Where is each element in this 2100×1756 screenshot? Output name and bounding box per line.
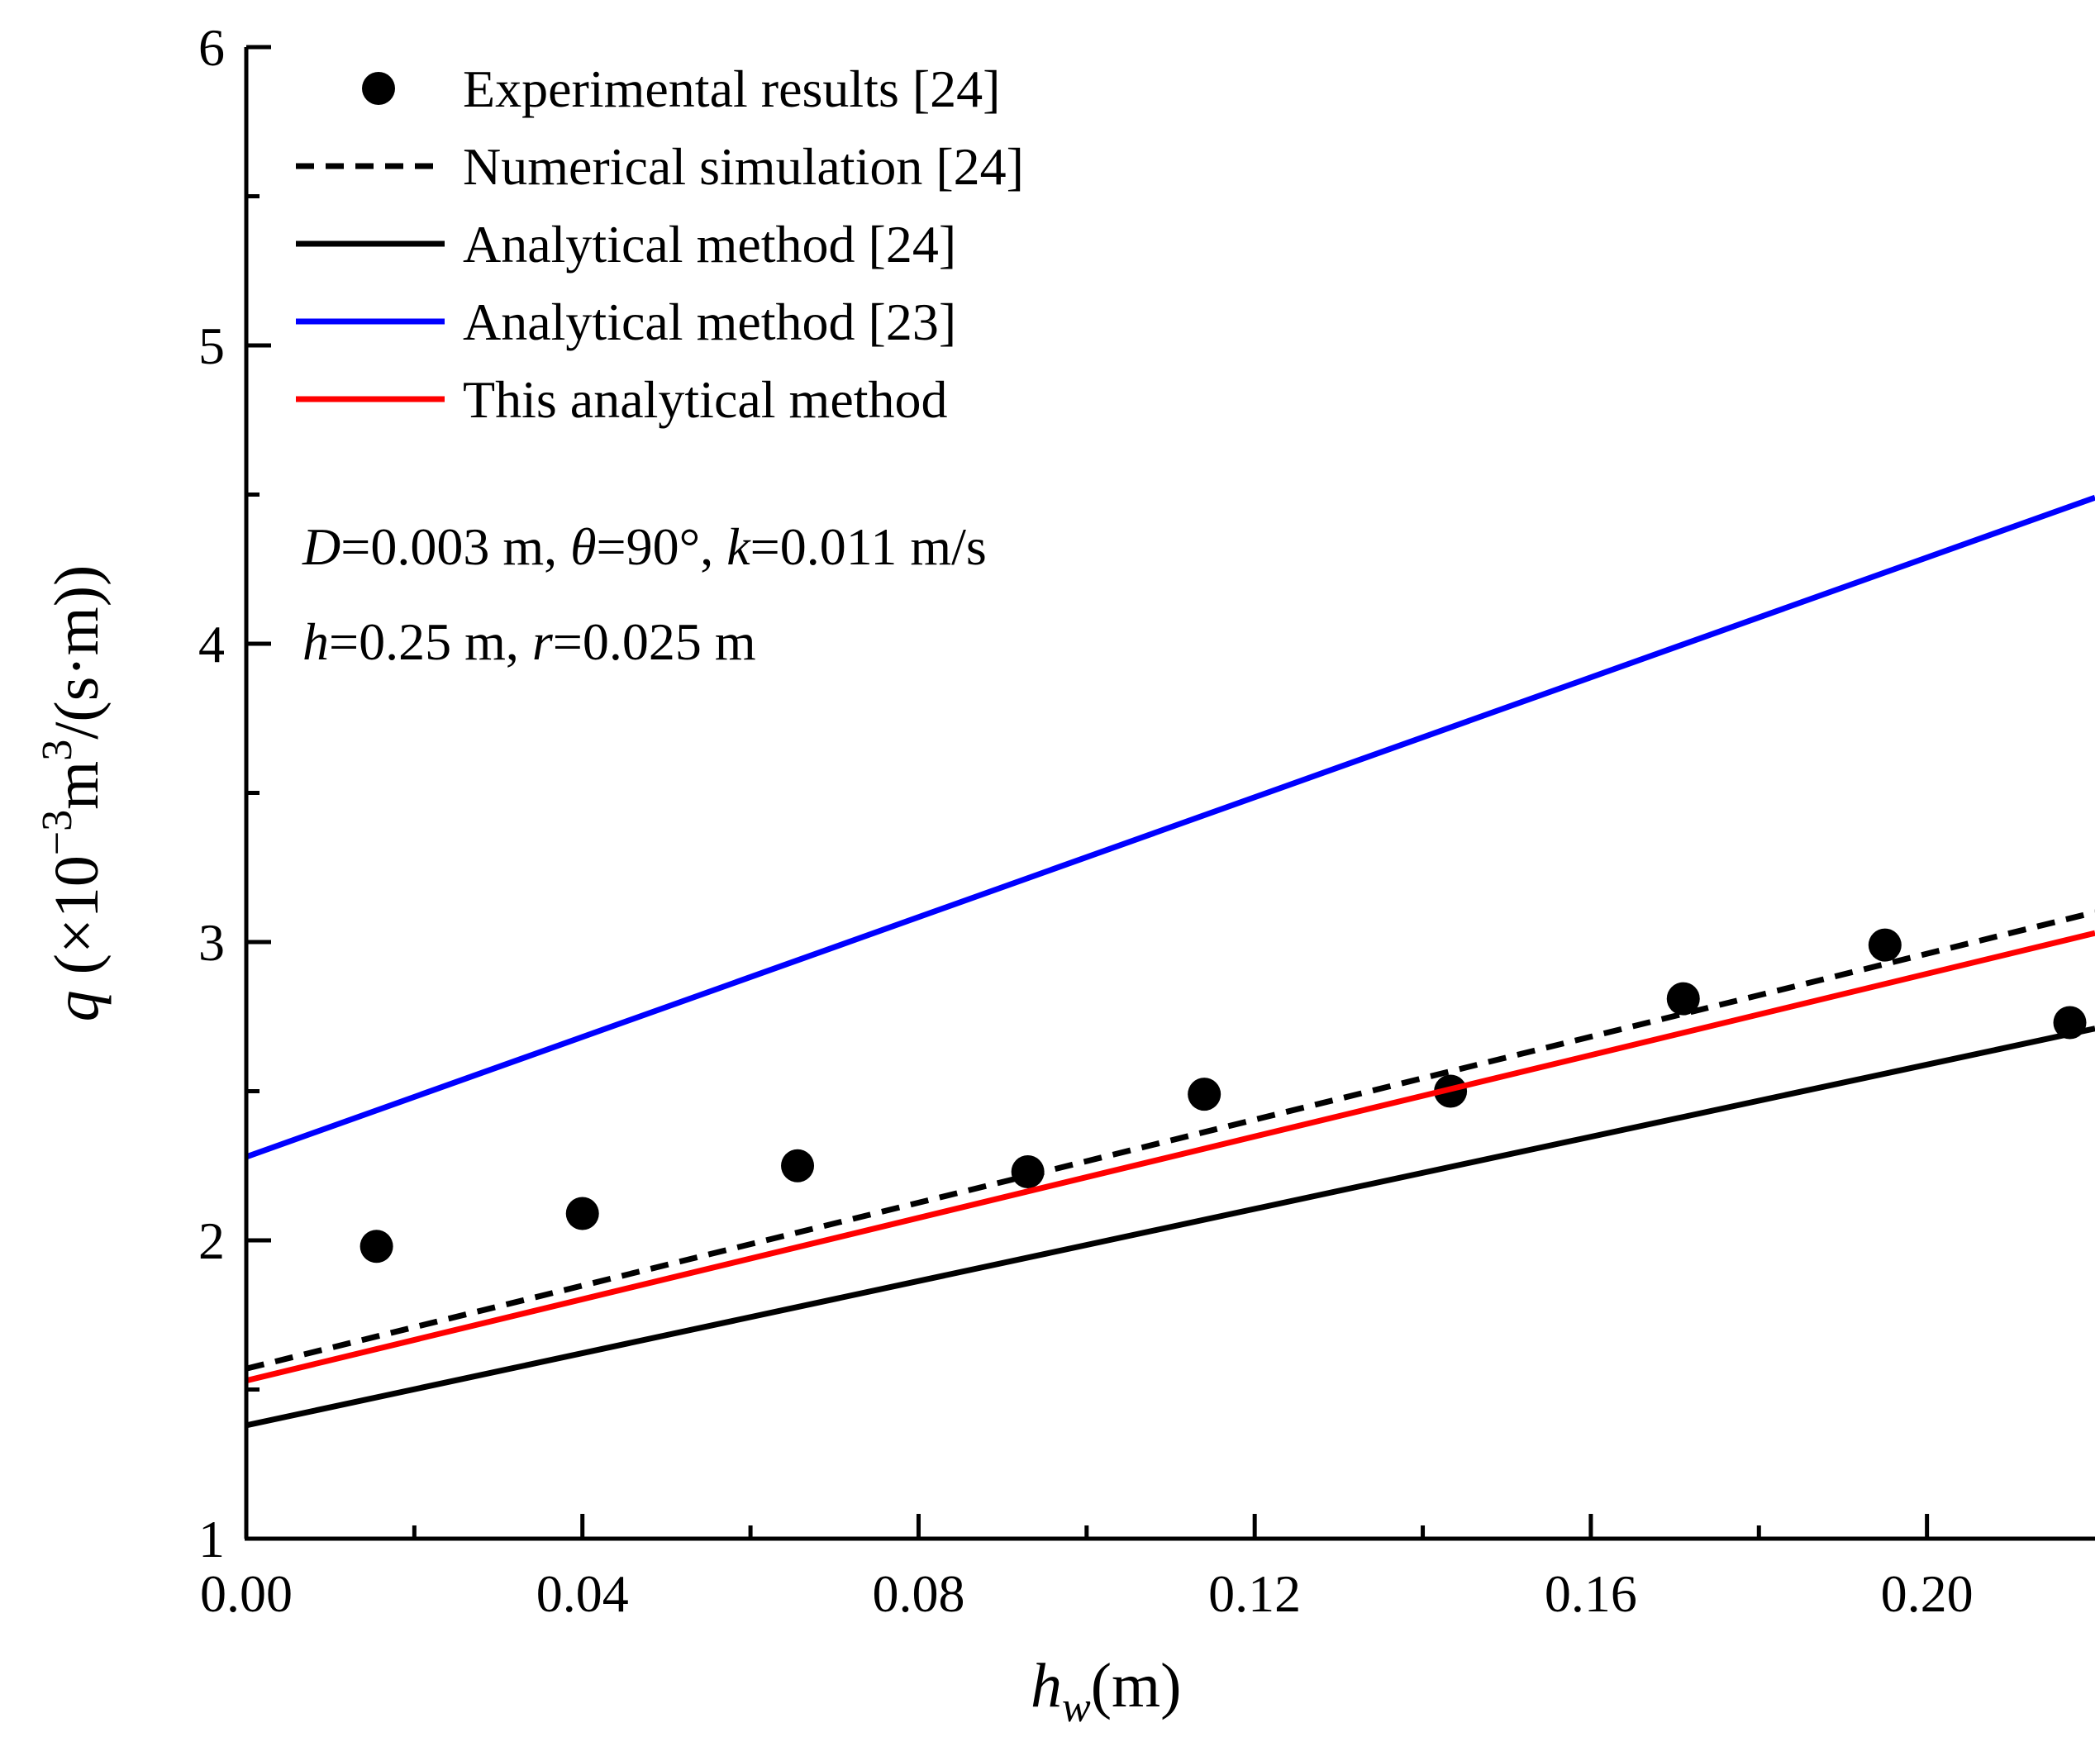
experimental-point <box>565 1197 599 1230</box>
experimental-point <box>1188 1078 1221 1111</box>
experimental-point <box>781 1149 815 1183</box>
x-tick-label: 0.16 <box>1545 1564 1637 1623</box>
x-axis-title: hw(m) <box>1031 1651 1181 1731</box>
x-tick-label: 0.00 <box>200 1564 293 1623</box>
annotation-line-1: D=0.003 m, θ=90°, k=0.011 m/s <box>302 517 987 576</box>
y-tick-label: 5 <box>198 316 225 375</box>
y-tick-label: 2 <box>198 1211 225 1270</box>
axis-titles: hw(m) q (×10−3m3/(s·m)) <box>34 565 1181 1731</box>
series-line-analytical-method-24 <box>246 1026 2095 1429</box>
y-tick-label: 3 <box>198 913 225 972</box>
legend-marker-experimental-results-24 <box>362 72 395 105</box>
legend-label-analytical-method-24: Analytical method [24] <box>463 215 956 274</box>
x-tick-label: 0.20 <box>1881 1564 1974 1623</box>
y-tick-label: 6 <box>198 18 225 77</box>
experimental-point <box>360 1230 393 1263</box>
experimental-point <box>1868 928 1902 962</box>
experimental-point <box>1666 982 1700 1016</box>
x-tick-label: 0.08 <box>872 1564 964 1623</box>
y-axis-title: q (×10−3m3/(s·m)) <box>34 565 112 1022</box>
legend-label-analytical-method-23: Analytical method [23] <box>463 293 956 351</box>
x-tick-label: 0.04 <box>536 1564 629 1623</box>
experimental-point <box>1011 1154 1045 1188</box>
series-line-this-analytical-method <box>246 930 2095 1384</box>
axes-layer: 0.00 0.04 0.08 0.12 0.16 0.20 1 2 3 4 5 6 <box>198 18 2095 1623</box>
y-tick-label: 1 <box>198 1510 225 1568</box>
x-tick-label: 0.12 <box>1208 1564 1301 1623</box>
series-line-analytical-method-23 <box>246 494 2095 1160</box>
legend-label-numerical-simulation-24: Numerical simulation [24] <box>463 137 1024 196</box>
legend-label-experimental-results-24: Experimental results [24] <box>463 59 1000 118</box>
y-tick-label: 4 <box>198 615 225 673</box>
annotation: D=0.003 m, θ=90°, k=0.011 m/s h=0.25 m, r… <box>302 517 987 671</box>
legend-label-this-analytical-method: This analytical method <box>463 370 948 429</box>
annotation-line-2: h=0.25 m, r=0.025 m <box>302 612 756 671</box>
series-line-numerical-simulation-24 <box>246 909 2095 1372</box>
legend: Experimental results [24] Numerical simul… <box>296 59 1024 429</box>
series-layer <box>246 494 2095 1429</box>
